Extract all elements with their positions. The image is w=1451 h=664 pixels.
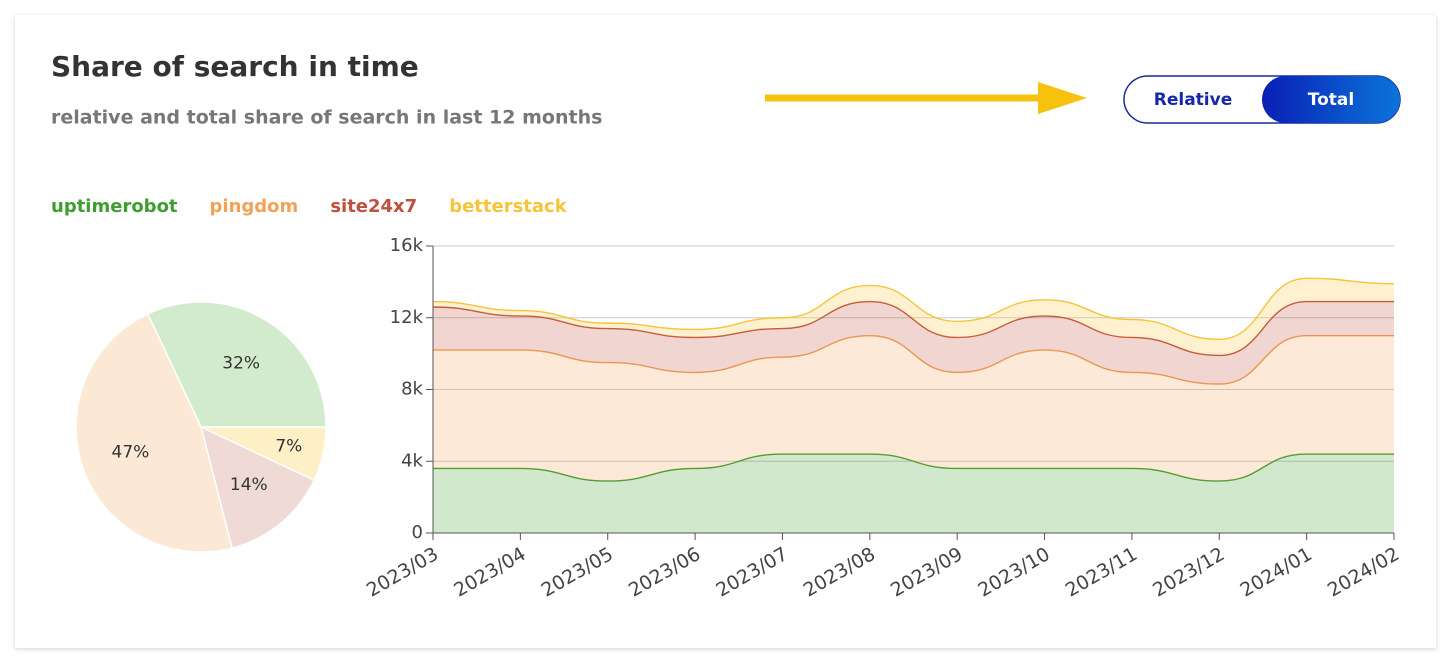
area-fill	[433, 454, 1394, 533]
pie-slice	[75, 312, 233, 553]
pie-slice	[146, 301, 327, 428]
y-tick-label: 16k	[390, 235, 424, 256]
toggle-active	[1262, 76, 1400, 123]
toggle-button[interactable]: Total	[1308, 90, 1354, 110]
toggle-button[interactable]: Relative	[1154, 90, 1232, 110]
area-line	[433, 453, 1394, 482]
legend-entry[interactable]: betterstack	[449, 196, 568, 217]
y-tick-label: 4k	[401, 450, 423, 471]
area-fill	[433, 335, 1394, 481]
area-fill	[433, 301, 1394, 385]
legend-entry[interactable]: uptimerobot	[51, 196, 178, 217]
arrow	[765, 82, 1087, 114]
pie-slice	[199, 425, 316, 549]
pie-label: 47%	[112, 442, 150, 462]
y-tick-label: 8k	[401, 379, 423, 400]
pie-label: 7%	[275, 437, 302, 457]
toggle: Relative Total	[1123, 75, 1401, 124]
legend-entry[interactable]: pingdom	[210, 196, 299, 217]
title: Share of search in time	[51, 50, 419, 83]
y-tick-label: 12k	[390, 307, 424, 328]
area-fill	[433, 278, 1394, 356]
pie-label: 32%	[222, 354, 260, 374]
area-line	[432, 300, 1394, 357]
area-line	[432, 277, 1395, 340]
subtitle: relative and total share of search in la…	[51, 107, 602, 129]
legend-entry[interactable]: site24x7	[330, 196, 417, 217]
area-line	[433, 334, 1394, 385]
pie-label: 14%	[230, 475, 268, 495]
y-tick-label: 0	[412, 522, 423, 543]
